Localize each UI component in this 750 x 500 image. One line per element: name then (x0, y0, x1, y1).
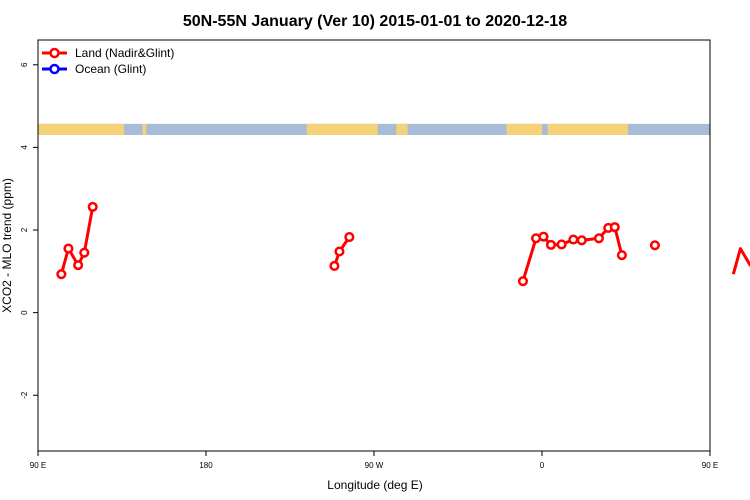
x-tick-label: 90 E (702, 461, 718, 470)
y-tick-label: 2 (20, 227, 29, 232)
data-point (568, 234, 579, 245)
y-tick-label: 0 (20, 310, 29, 315)
data-point (87, 201, 98, 212)
x-tick-label: 0 (540, 461, 545, 470)
data-point (609, 222, 620, 233)
data-point (649, 240, 660, 251)
y-tick-label: 4 (20, 145, 29, 150)
y-axis: -2 0 2 4 6 (20, 62, 38, 399)
data-point (344, 231, 355, 243)
data-point (63, 243, 74, 254)
x-tick-label: 90 W (365, 461, 384, 470)
data-point (79, 247, 90, 258)
data-point (517, 276, 529, 287)
legend-swatch-marker (49, 47, 60, 59)
x-tick-label: 180 (199, 461, 213, 470)
data-point (334, 246, 345, 257)
data-point (329, 260, 340, 271)
land-band-segment (306, 123, 378, 136)
legend: Land (Nadir&Glint) Ocean (Glint) (42, 46, 174, 76)
legend-label: Ocean (Glint) (75, 62, 146, 76)
land-band-segment (142, 123, 147, 136)
data-point (556, 239, 567, 250)
data-point (538, 231, 549, 242)
y-axis-label: XCO2 - MLO trend (ppm) (0, 178, 14, 313)
data-point (616, 250, 627, 261)
legend-swatch-marker (49, 63, 60, 75)
y-tick-label: 6 (20, 62, 29, 67)
land-band-segment (547, 123, 628, 136)
legend-label: Land (Nadir&Glint) (75, 46, 174, 60)
series-layer (56, 201, 750, 287)
surface-type-band (38, 123, 710, 136)
y-tick-label: -2 (20, 391, 29, 399)
data-point (73, 260, 84, 271)
series-line (731, 247, 750, 275)
data-point (593, 233, 604, 244)
x-tick-label: 90 E (30, 461, 46, 470)
x-axis-label: Longitude (deg E) (327, 478, 422, 492)
land-band-segment (506, 123, 542, 136)
chart-title: 50N-55N January (Ver 10) 2015-01-01 to 2… (183, 13, 567, 30)
land-band-segment (396, 123, 408, 136)
land-band-segment (38, 123, 124, 136)
data-point (576, 235, 587, 246)
plot-frame (37, 39, 711, 452)
x-axis: 90 E 180 90 W 0 90 E (30, 451, 718, 470)
data-point (545, 239, 557, 250)
data-point (56, 269, 67, 280)
